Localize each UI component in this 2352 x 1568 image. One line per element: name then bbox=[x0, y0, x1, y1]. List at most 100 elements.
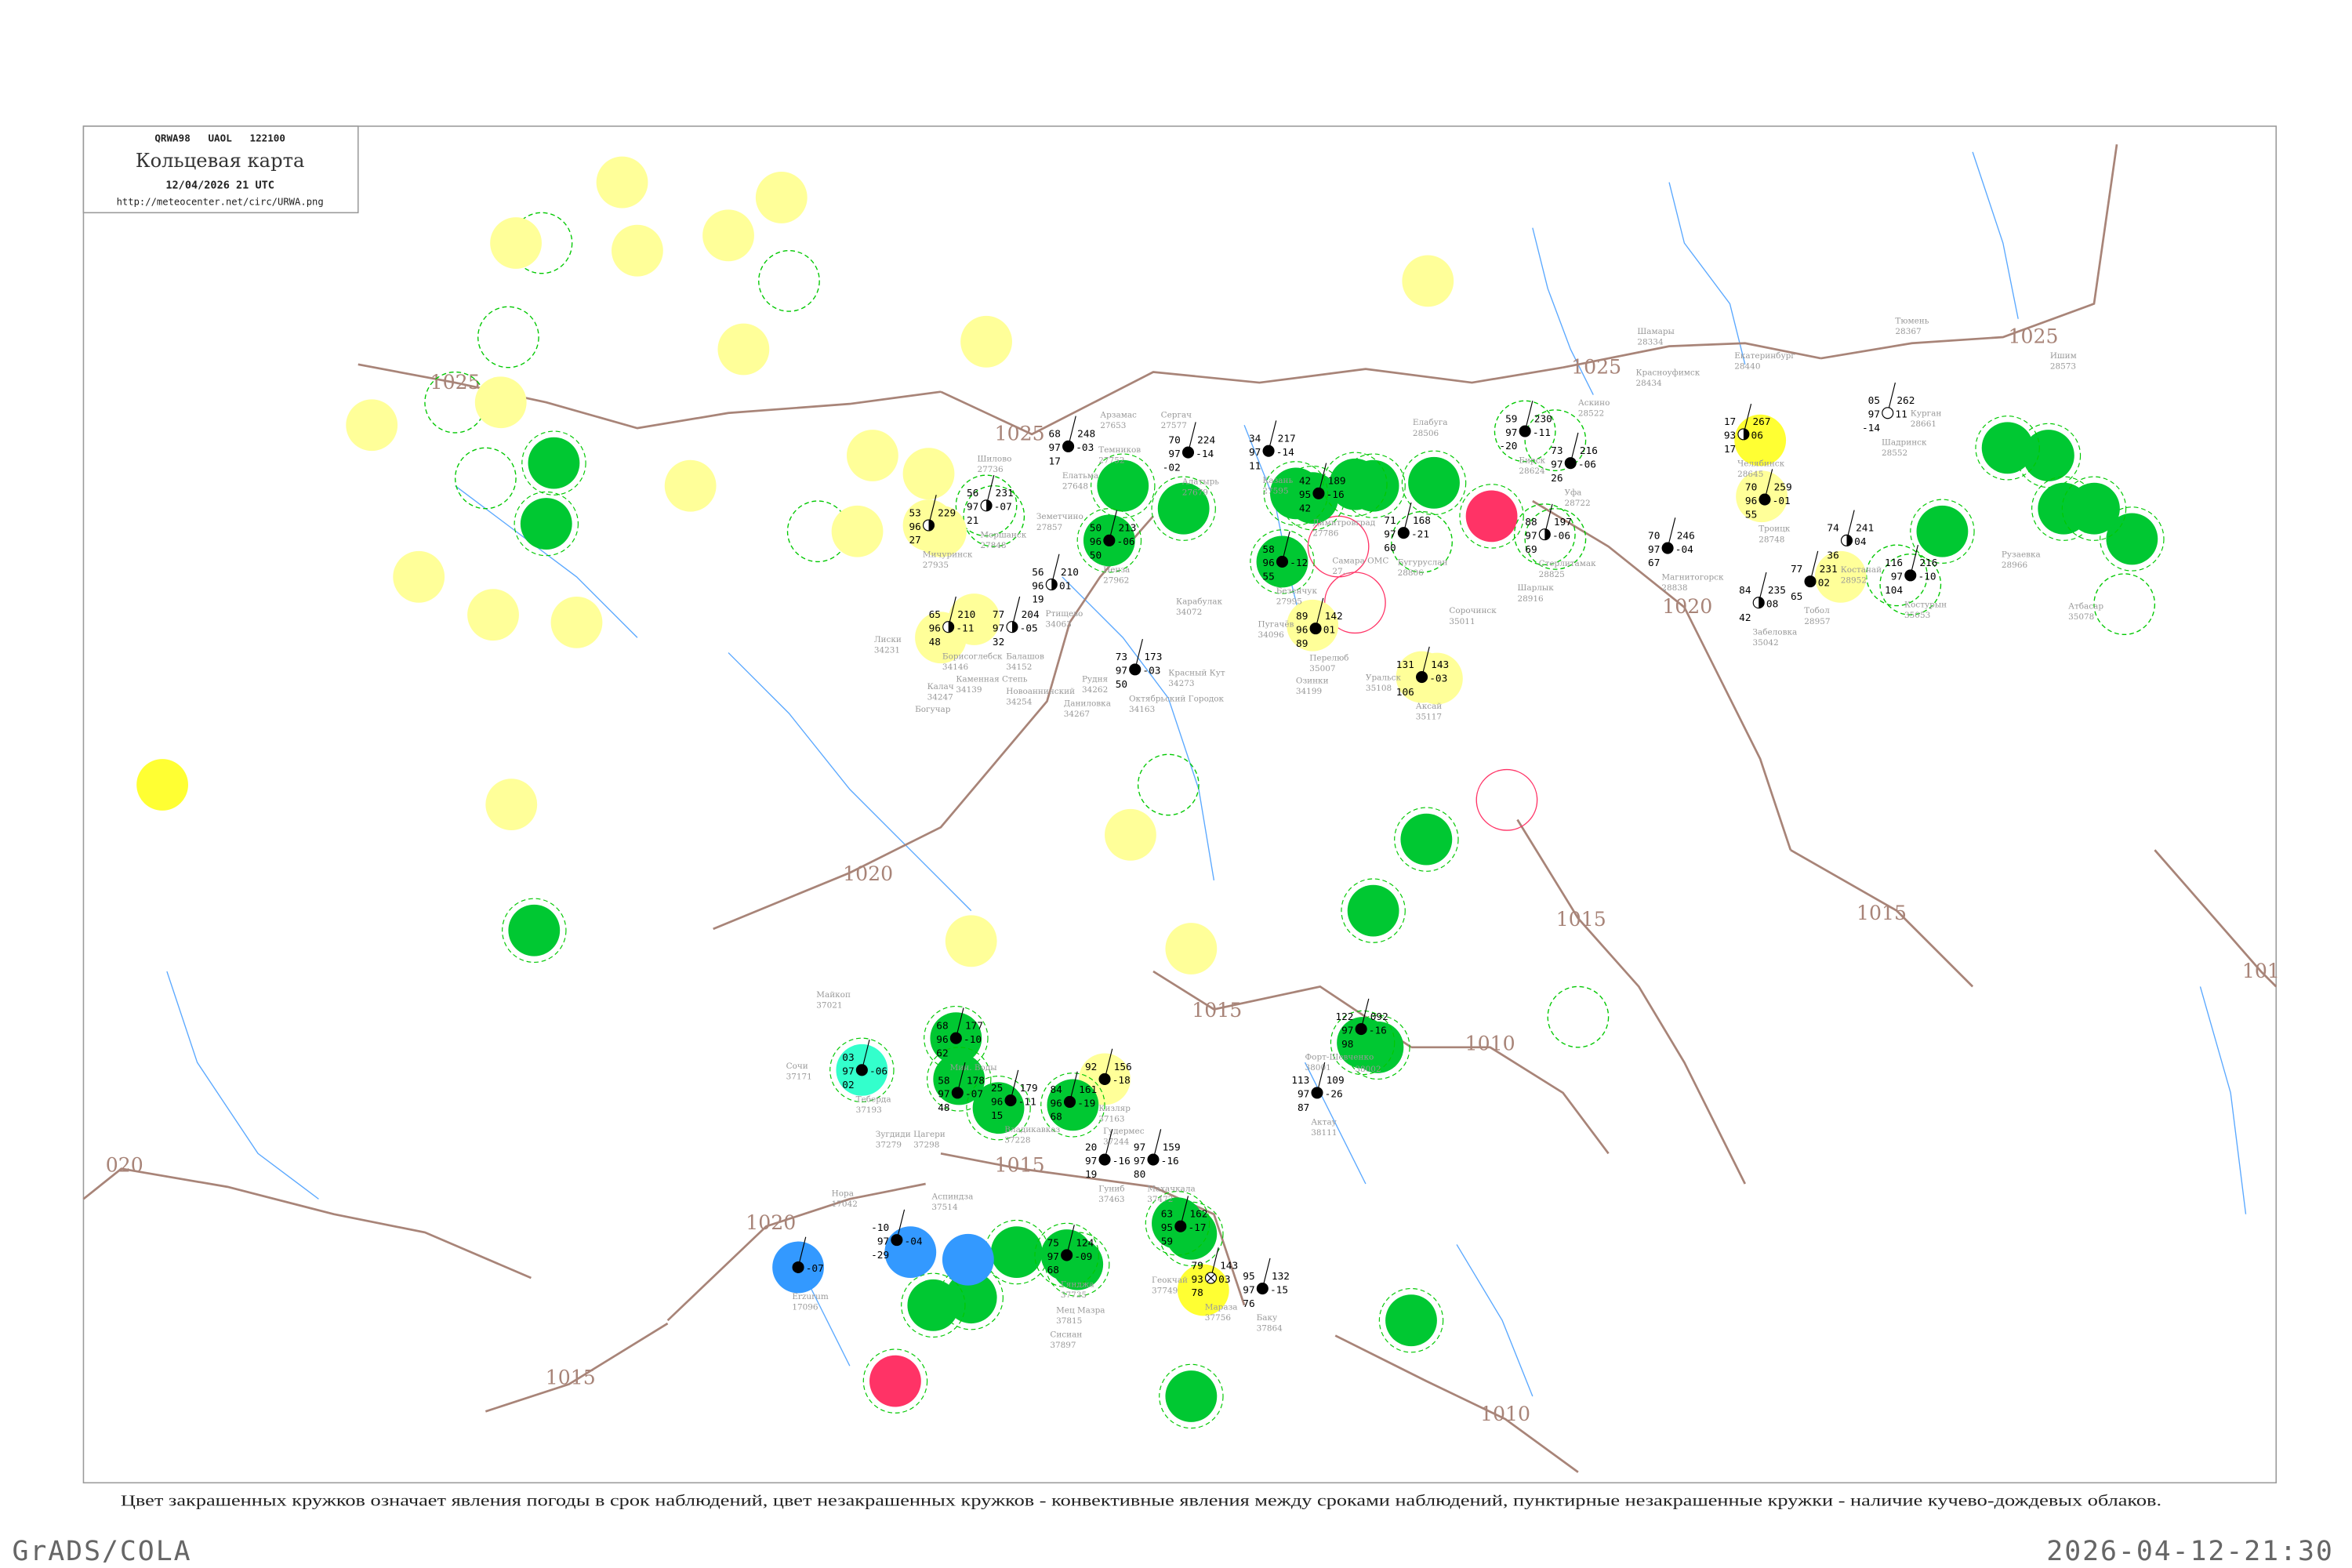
station-name: Казань bbox=[1262, 476, 1293, 485]
station-pressure-tendency: -07 bbox=[965, 1089, 983, 1101]
station-plot[interactable]: Красноуфимск 28434 bbox=[1635, 368, 1700, 388]
isobar-line bbox=[358, 363, 942, 430]
station-plot[interactable]: Лиски 34231 bbox=[874, 635, 902, 655]
station-plot[interactable]: -07 Erzurum 17096 bbox=[792, 1236, 829, 1312]
river bbox=[1972, 151, 2019, 319]
weather-circle-blue bbox=[942, 1233, 994, 1286]
station-plot[interactable]: Даниловка 34267 bbox=[1064, 699, 1111, 719]
station-plot[interactable]: Аспиндза 37514 bbox=[931, 1192, 973, 1212]
station-plot[interactable]: Земетчино 27857 bbox=[1036, 512, 1083, 532]
title-box: QRWA98 UAOL 122100 Кольцевая карта 12/04… bbox=[82, 125, 359, 214]
station-plot[interactable]: Цагери 37298 bbox=[913, 1130, 946, 1150]
river bbox=[1456, 1244, 1534, 1397]
station-pressure-tendency: -14 bbox=[1276, 447, 1294, 459]
station-plot[interactable]: Нора 17042 bbox=[832, 1189, 858, 1209]
station-plot[interactable]: 92 156 -18 Кизляр 37163 bbox=[1085, 1048, 1132, 1124]
station-plot[interactable]: Шамары 28334 bbox=[1637, 327, 1674, 347]
station-plot[interactable]: Озинки 34199 bbox=[1296, 676, 1329, 696]
weather-circle-lightyellow bbox=[1105, 808, 1156, 861]
isobar-label: 1025 bbox=[1571, 355, 1621, 378]
station-dewpoint: 21 bbox=[967, 515, 978, 527]
station-plot[interactable]: Зугдиди 37279 bbox=[876, 1130, 911, 1150]
isobar-label: 1025 bbox=[2009, 325, 2059, 348]
station-plot[interactable]: Сорочинск 35011 bbox=[1449, 606, 1497, 626]
weather-circle-green bbox=[1165, 1370, 1218, 1422]
station-name: Форт-Шевченко bbox=[1305, 1052, 1374, 1062]
station-plot[interactable]: -10 97 -04 -29 bbox=[871, 1209, 923, 1261]
station-plot[interactable]: 84 161 96 -19 68 bbox=[1050, 1071, 1097, 1123]
station-plot[interactable]: Калач 34247 bbox=[927, 682, 954, 702]
station-plot[interactable]: 63 162 95 -17 59 bbox=[1161, 1196, 1208, 1247]
station-plot[interactable]: Уральск 35108 bbox=[1366, 673, 1402, 693]
station-plot[interactable]: Самара ОМС 27... bbox=[1332, 556, 1388, 576]
station-id: 27653 bbox=[1100, 421, 1126, 430]
station-plot[interactable]: 122 092 97 -16 98 38002 bbox=[1335, 998, 1388, 1074]
station-plot[interactable]: Елабуга 28506 bbox=[1413, 418, 1448, 438]
station-plot[interactable]: Богучар bbox=[915, 705, 951, 714]
station-plot[interactable]: 58 178 97 -07 48 bbox=[938, 1062, 985, 1114]
station-pressure: 092 bbox=[1370, 1011, 1388, 1023]
station-id: 27848 bbox=[980, 541, 1006, 550]
station-plot[interactable]: Сисиан 37897 bbox=[1050, 1330, 1082, 1350]
station-id: 28952 bbox=[1841, 576, 1867, 586]
